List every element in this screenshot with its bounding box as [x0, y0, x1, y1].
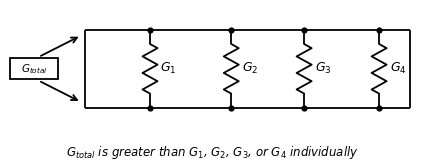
Text: $G_2$: $G_2$	[242, 61, 258, 76]
Text: $G_{total}$: $G_{total}$	[21, 62, 48, 76]
Text: $G_3$: $G_3$	[314, 61, 331, 76]
Text: $G_1$: $G_1$	[160, 61, 177, 76]
Bar	[10, 58, 58, 79]
Text: $G_4$: $G_4$	[389, 61, 406, 76]
Text: $G_{total}$ is greater than $G_1$, $G_2$, $G_3$, or $G_4$ individually: $G_{total}$ is greater than $G_1$, $G_2$…	[66, 144, 359, 161]
